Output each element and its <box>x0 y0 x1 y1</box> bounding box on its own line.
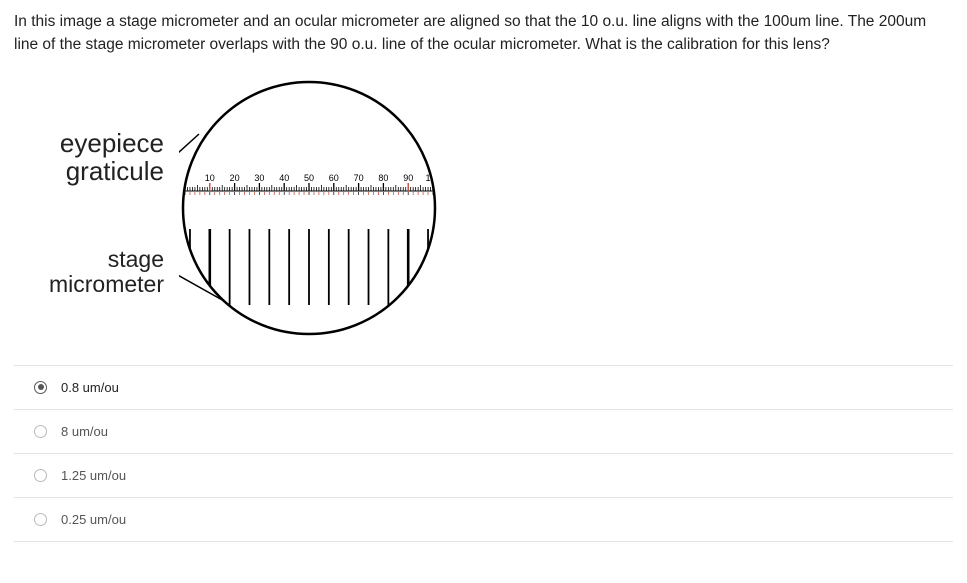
svg-text:20: 20 <box>230 173 240 183</box>
eyepiece-graticule-label: eyepiece graticule <box>14 129 164 186</box>
svg-text:80: 80 <box>378 173 388 183</box>
eyepiece-label-line2: graticule <box>66 156 164 186</box>
stage-micrometer-label: stage micrometer <box>14 247 164 298</box>
option-label: 0.25 um/ou <box>61 512 126 527</box>
option-row[interactable]: 0.8 um/ou <box>14 366 953 410</box>
option-row[interactable]: 8 um/ou <box>14 410 953 454</box>
svg-text:70: 70 <box>354 173 364 183</box>
option-row[interactable]: 1.25 um/ou <box>14 454 953 498</box>
svg-text:90: 90 <box>403 173 413 183</box>
option-label: 0.8 um/ou <box>61 380 119 395</box>
option-row[interactable]: 0.25 um/ou <box>14 498 953 542</box>
radio-icon <box>34 425 47 438</box>
field-of-view-svg: 0102030405060708090100 <box>179 79 439 337</box>
stage-label-line2: micrometer <box>49 271 164 297</box>
svg-text:60: 60 <box>329 173 339 183</box>
svg-text:40: 40 <box>279 173 289 183</box>
option-label: 1.25 um/ou <box>61 468 126 483</box>
question-text: In this image a stage micrometer and an … <box>14 10 953 57</box>
option-label: 8 um/ou <box>61 424 108 439</box>
answer-options: 0.8 um/ou 8 um/ou 1.25 um/ou 0.25 um/ou <box>14 365 953 542</box>
svg-text:30: 30 <box>254 173 264 183</box>
stage-label-line1: stage <box>108 246 164 272</box>
svg-text:50: 50 <box>304 173 314 183</box>
radio-icon <box>34 469 47 482</box>
radio-icon <box>34 513 47 526</box>
eyepiece-label-line1: eyepiece <box>60 128 164 158</box>
svg-text:10: 10 <box>205 173 215 183</box>
micrometer-diagram: eyepiece graticule stage micrometer 0102… <box>14 75 464 345</box>
radio-icon <box>34 381 47 394</box>
